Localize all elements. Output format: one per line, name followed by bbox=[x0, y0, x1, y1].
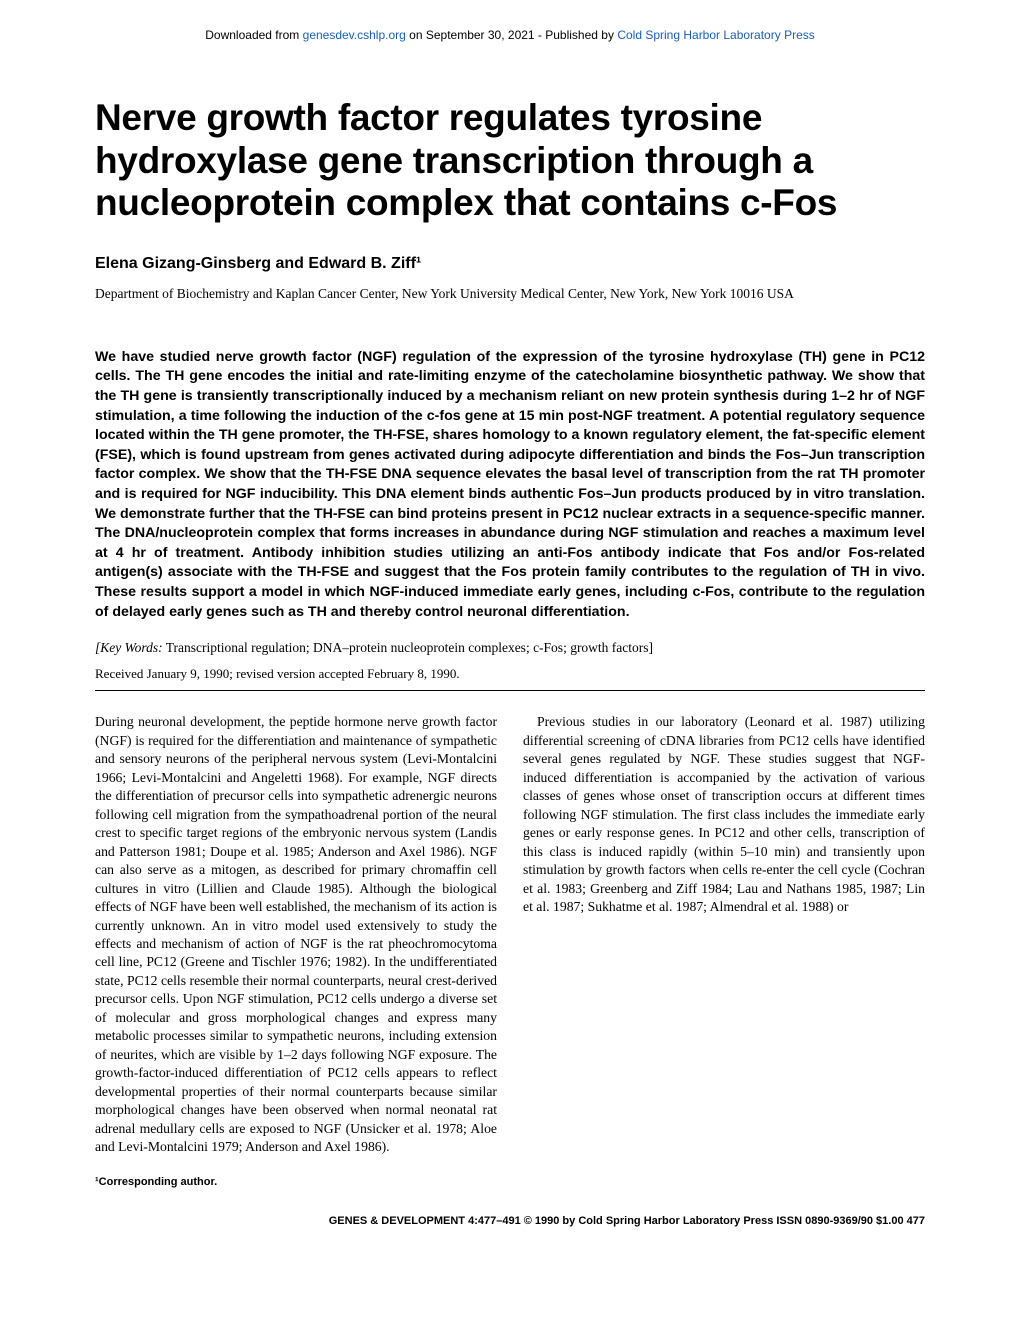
banner-mid: on September 30, 2021 - Published by bbox=[406, 28, 617, 42]
separator-rule bbox=[95, 690, 925, 691]
keywords-label: [Key Words: bbox=[95, 640, 163, 655]
banner-link-source[interactable]: genesdev.cshlp.org bbox=[303, 28, 406, 42]
corresponding-author-note: ¹Corresponding author. bbox=[95, 1175, 497, 1190]
article-received: Received January 9, 1990; revised versio… bbox=[95, 666, 925, 682]
keywords-text: Transcriptional regulation; DNA–protein … bbox=[163, 640, 653, 655]
body-paragraph: During neuronal development, the peptide… bbox=[95, 713, 497, 1157]
page-footer: GENES & DEVELOPMENT 4:477–491 © 1990 by … bbox=[95, 1215, 925, 1227]
article-affiliation: Department of Biochemistry and Kaplan Ca… bbox=[95, 285, 925, 303]
article-abstract: We have studied nerve growth factor (NGF… bbox=[95, 348, 925, 622]
article-body: During neuronal development, the peptide… bbox=[95, 713, 925, 1189]
article-keywords: [Key Words: Transcriptional regulation; … bbox=[95, 640, 925, 656]
banner-link-publisher[interactable]: Cold Spring Harbor Laboratory Press bbox=[617, 28, 814, 42]
download-banner: Downloaded from genesdev.cshlp.org on Se… bbox=[95, 20, 925, 72]
article-authors: Elena Gizang-Ginsberg and Edward B. Ziff… bbox=[95, 255, 925, 273]
banner-prefix: Downloaded from bbox=[205, 28, 302, 42]
body-paragraph: Previous studies in our laboratory (Leon… bbox=[523, 713, 925, 916]
article-title: Nerve growth factor regulates tyrosine h… bbox=[95, 97, 925, 225]
